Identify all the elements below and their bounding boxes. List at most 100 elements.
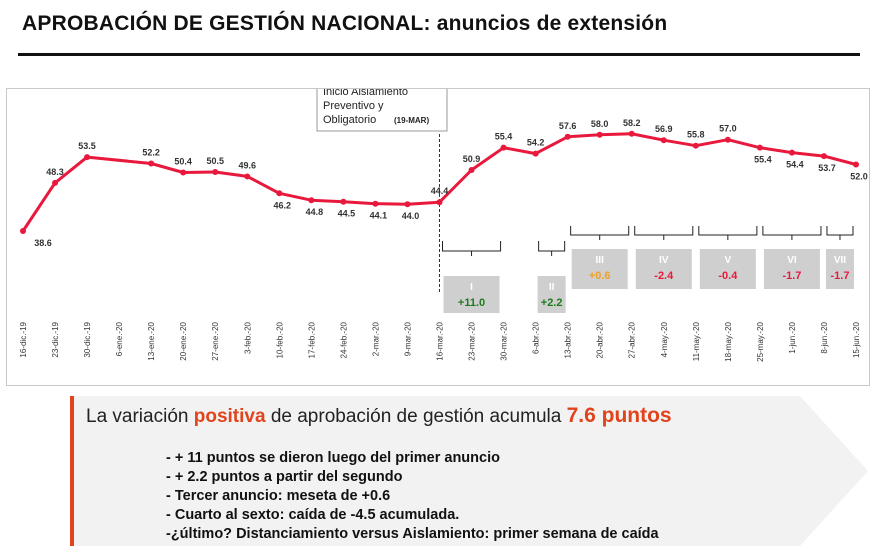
x-tick-label: 2-mar.-20 bbox=[371, 321, 380, 356]
data-point bbox=[660, 137, 667, 144]
x-tick-label: 4-may.-20 bbox=[660, 321, 669, 357]
phase-bracket bbox=[762, 226, 822, 240]
phase-box bbox=[571, 249, 628, 289]
x-tick-label: 8-jun.-20 bbox=[820, 321, 829, 353]
data-label: 49.6 bbox=[239, 160, 257, 170]
data-label: 53.7 bbox=[818, 163, 836, 173]
summary-bullet: - Tercer anuncio: meseta de +0.6 bbox=[166, 488, 391, 504]
data-label: 44.0 bbox=[402, 211, 420, 221]
summary-accent-bar bbox=[70, 396, 74, 546]
summary-panel bbox=[70, 396, 870, 546]
data-point bbox=[532, 150, 539, 157]
x-tick-label: 1-jun.-20 bbox=[788, 321, 797, 353]
data-point bbox=[756, 144, 763, 151]
phase-label: I bbox=[470, 282, 473, 293]
approval-line-chart: Inicio Aislamiento Preventivo y Obligatori… bbox=[19, 89, 868, 362]
annotation-line-2: Preventivo y bbox=[323, 100, 384, 112]
data-point bbox=[84, 154, 91, 161]
data-point bbox=[564, 133, 571, 140]
summary-headline: La variación positiva de aprobación de g… bbox=[86, 404, 672, 428]
phase-label: VII bbox=[834, 255, 846, 266]
x-tick-label: 17-feb.-20 bbox=[307, 321, 316, 358]
x-tick-label: 16-dic.-19 bbox=[19, 321, 28, 357]
phase-label: VI bbox=[787, 255, 797, 266]
phase-bracket bbox=[442, 241, 502, 256]
x-tick-label: 23-mar.-20 bbox=[468, 321, 477, 360]
x-tick-label: 25-may.-20 bbox=[756, 321, 765, 361]
x-tick-label: 18-may.-20 bbox=[724, 321, 733, 361]
x-tick-label: 13-ene.-20 bbox=[147, 321, 156, 360]
annotation-box bbox=[316, 89, 448, 132]
phase-box bbox=[635, 249, 692, 289]
data-point bbox=[500, 144, 507, 151]
data-point bbox=[148, 160, 155, 167]
data-label: 50.5 bbox=[206, 156, 224, 166]
data-label: 38.6 bbox=[34, 238, 52, 248]
phase-box bbox=[537, 276, 566, 313]
phase-change: -0.4 bbox=[718, 270, 738, 282]
data-label: 57.0 bbox=[719, 124, 737, 134]
phase-label: II bbox=[549, 282, 555, 293]
annotation-line-3: Obligatorio bbox=[323, 114, 376, 126]
phase-change: +2.2 bbox=[541, 297, 563, 309]
data-point bbox=[276, 190, 283, 197]
phase-bracket bbox=[698, 226, 758, 240]
x-tick-label: 23-dic.-19 bbox=[51, 321, 60, 357]
summary-bullet: - + 11 puntos se dieron luego del primer… bbox=[166, 450, 500, 466]
headline-prefix: La variación bbox=[86, 406, 194, 427]
data-label: 44.5 bbox=[338, 209, 356, 219]
data-point bbox=[20, 228, 26, 234]
x-tick-label: 20-ene.-20 bbox=[179, 321, 188, 360]
headline-positive: positiva bbox=[193, 406, 266, 427]
x-tick-label: 30-dic.-19 bbox=[83, 321, 92, 357]
summary-bullet: - + 2.2 puntos a partir del segundo bbox=[166, 469, 403, 485]
phase-label: IV bbox=[659, 255, 669, 266]
data-point bbox=[436, 199, 443, 206]
phase-bracket bbox=[826, 226, 854, 240]
phase-box bbox=[825, 249, 854, 289]
phase-bracket bbox=[538, 241, 566, 256]
x-tick-label: 6-abr.-20 bbox=[532, 321, 541, 354]
phase-label: V bbox=[725, 255, 732, 266]
data-point bbox=[853, 161, 859, 168]
data-label: 46.2 bbox=[274, 200, 292, 210]
annotation-line-1: Inicio Aislamiento bbox=[323, 89, 408, 98]
data-label: 55.4 bbox=[495, 132, 513, 142]
x-tick-label: 9-mar.-20 bbox=[403, 321, 412, 356]
page-title: APROBACIÓN DE GESTIÓN NACIONAL: anuncios… bbox=[22, 12, 667, 36]
summary-bullets: - + 11 puntos se dieron luego del primer… bbox=[166, 449, 659, 544]
x-tick-label: 16-mar.-20 bbox=[436, 321, 445, 360]
x-tick-label: 13-abr.-20 bbox=[564, 321, 573, 358]
phase-change: -1.7 bbox=[782, 270, 801, 282]
data-point bbox=[788, 149, 795, 156]
phase-change: +0.6 bbox=[589, 270, 611, 282]
phase-label: III bbox=[596, 255, 605, 266]
phase-change: -2.4 bbox=[654, 270, 674, 282]
data-label: 52.2 bbox=[142, 148, 160, 158]
x-tick-label: 11-may.-20 bbox=[692, 321, 701, 361]
phase-box bbox=[699, 249, 756, 289]
chart-frame: Inicio Aislamiento Preventivo y Obligatori… bbox=[6, 88, 870, 386]
data-label: 48.3 bbox=[46, 167, 64, 177]
x-tick-label: 24-feb.-20 bbox=[339, 321, 348, 358]
data-label: 44.4 bbox=[431, 186, 449, 196]
data-point bbox=[468, 166, 475, 173]
summary-bullet: -¿último? Distanciamiento versus Aislami… bbox=[166, 526, 659, 542]
data-label: 44.8 bbox=[306, 207, 324, 217]
data-label: 52.0 bbox=[850, 172, 868, 182]
phase-bracket bbox=[570, 226, 630, 240]
approval-series-line bbox=[21, 132, 857, 232]
data-point bbox=[52, 179, 59, 186]
data-label: 57.6 bbox=[559, 121, 577, 131]
x-tick-label: 6-ene.-20 bbox=[115, 321, 124, 356]
data-point bbox=[628, 130, 635, 137]
title-subtitle: anuncios de extensión bbox=[436, 12, 668, 35]
annotation-date: (19-MAR) bbox=[394, 116, 429, 125]
headline-points: 7.6 puntos bbox=[566, 404, 672, 427]
headline-middle: de aprobación de gestión acumula bbox=[265, 406, 567, 427]
summary-arrow-background bbox=[70, 396, 868, 546]
data-label: 54.4 bbox=[786, 160, 804, 170]
x-tick-label: 27-ene.-20 bbox=[211, 321, 220, 360]
x-tick-label: 30-mar.-20 bbox=[500, 321, 509, 360]
summary-bullet: - Cuarto al sexto: caída de -4.5 acumula… bbox=[166, 507, 460, 523]
